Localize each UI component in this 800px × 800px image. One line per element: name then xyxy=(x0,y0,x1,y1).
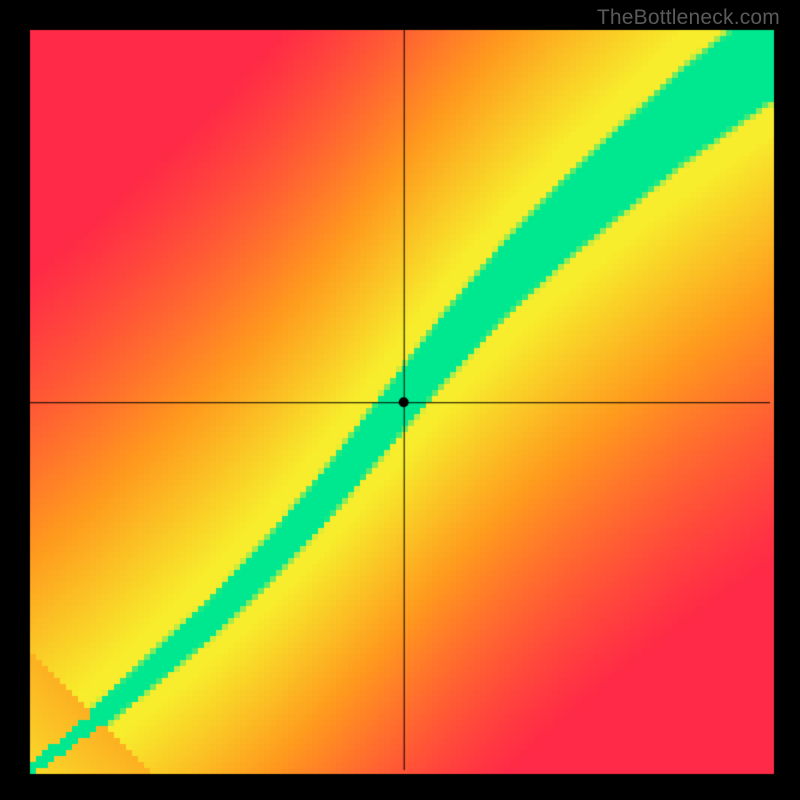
heatmap-canvas xyxy=(0,0,800,800)
chart-container: TheBottleneck.com xyxy=(0,0,800,800)
watermark-text: TheBottleneck.com xyxy=(597,6,780,30)
